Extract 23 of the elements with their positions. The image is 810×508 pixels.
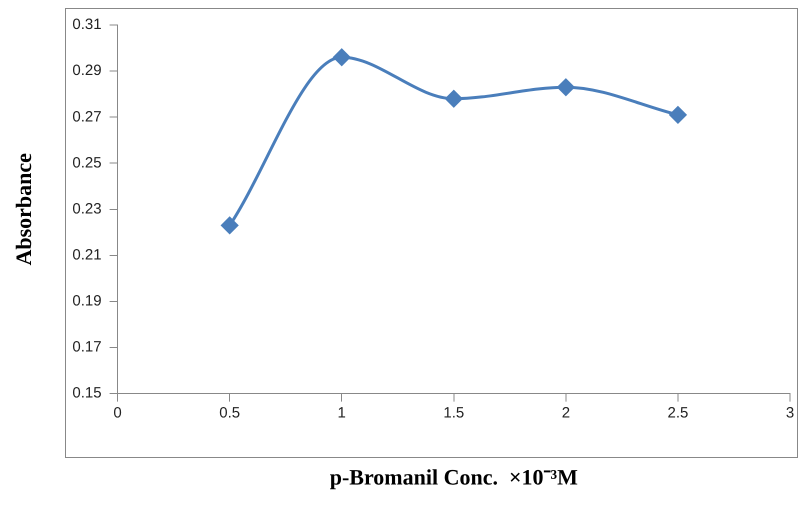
y-tick-label: 0.25 xyxy=(72,154,102,172)
point xyxy=(557,78,574,96)
x-tick-label: 3 xyxy=(786,404,794,422)
x-tick-label: 1.5 xyxy=(443,404,464,422)
x-tick-label: 0 xyxy=(113,404,122,422)
x-tick-label: 1 xyxy=(338,404,346,422)
x-tick-label: 2.5 xyxy=(668,404,688,422)
y-tick-label: 0.23 xyxy=(72,200,102,218)
point xyxy=(669,106,686,124)
y-tick-label: 0.21 xyxy=(72,246,102,264)
y-tick-label: 0.17 xyxy=(72,338,102,356)
point xyxy=(333,48,350,66)
point xyxy=(221,216,238,234)
x-axis-title: p-Bromanil Conc. ×10⁻³M xyxy=(330,464,578,490)
point xyxy=(445,90,462,108)
x-tick-label: 2 xyxy=(562,404,570,422)
y-tick-label: 0.29 xyxy=(72,62,102,80)
y-tick-label: 0.15 xyxy=(72,384,102,402)
y-tick-label: 0.31 xyxy=(72,16,102,34)
x-tick-label: 0.5 xyxy=(219,404,240,422)
y-tick-label: 0.27 xyxy=(72,108,102,126)
y-axis-title: Absorbance xyxy=(10,152,36,266)
y-tick-label: 0.19 xyxy=(72,292,102,310)
